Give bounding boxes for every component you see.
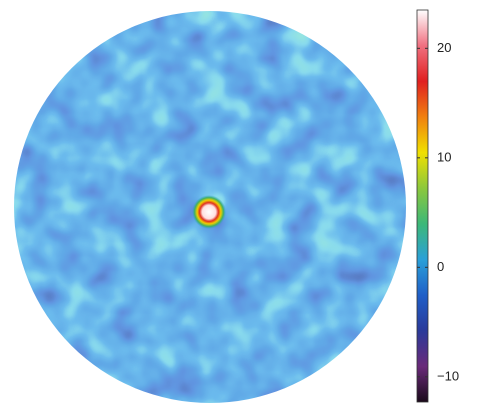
sky-map (14, 11, 406, 403)
colorbar-fill (416, 9, 429, 403)
tick-label: 0 (437, 259, 444, 274)
colorbar: 20 10 0 −10 (416, 9, 459, 403)
tick-label: −10 (437, 368, 459, 383)
tick-label: 10 (437, 149, 451, 164)
source (192, 195, 226, 229)
tick-label: 20 (437, 40, 451, 55)
